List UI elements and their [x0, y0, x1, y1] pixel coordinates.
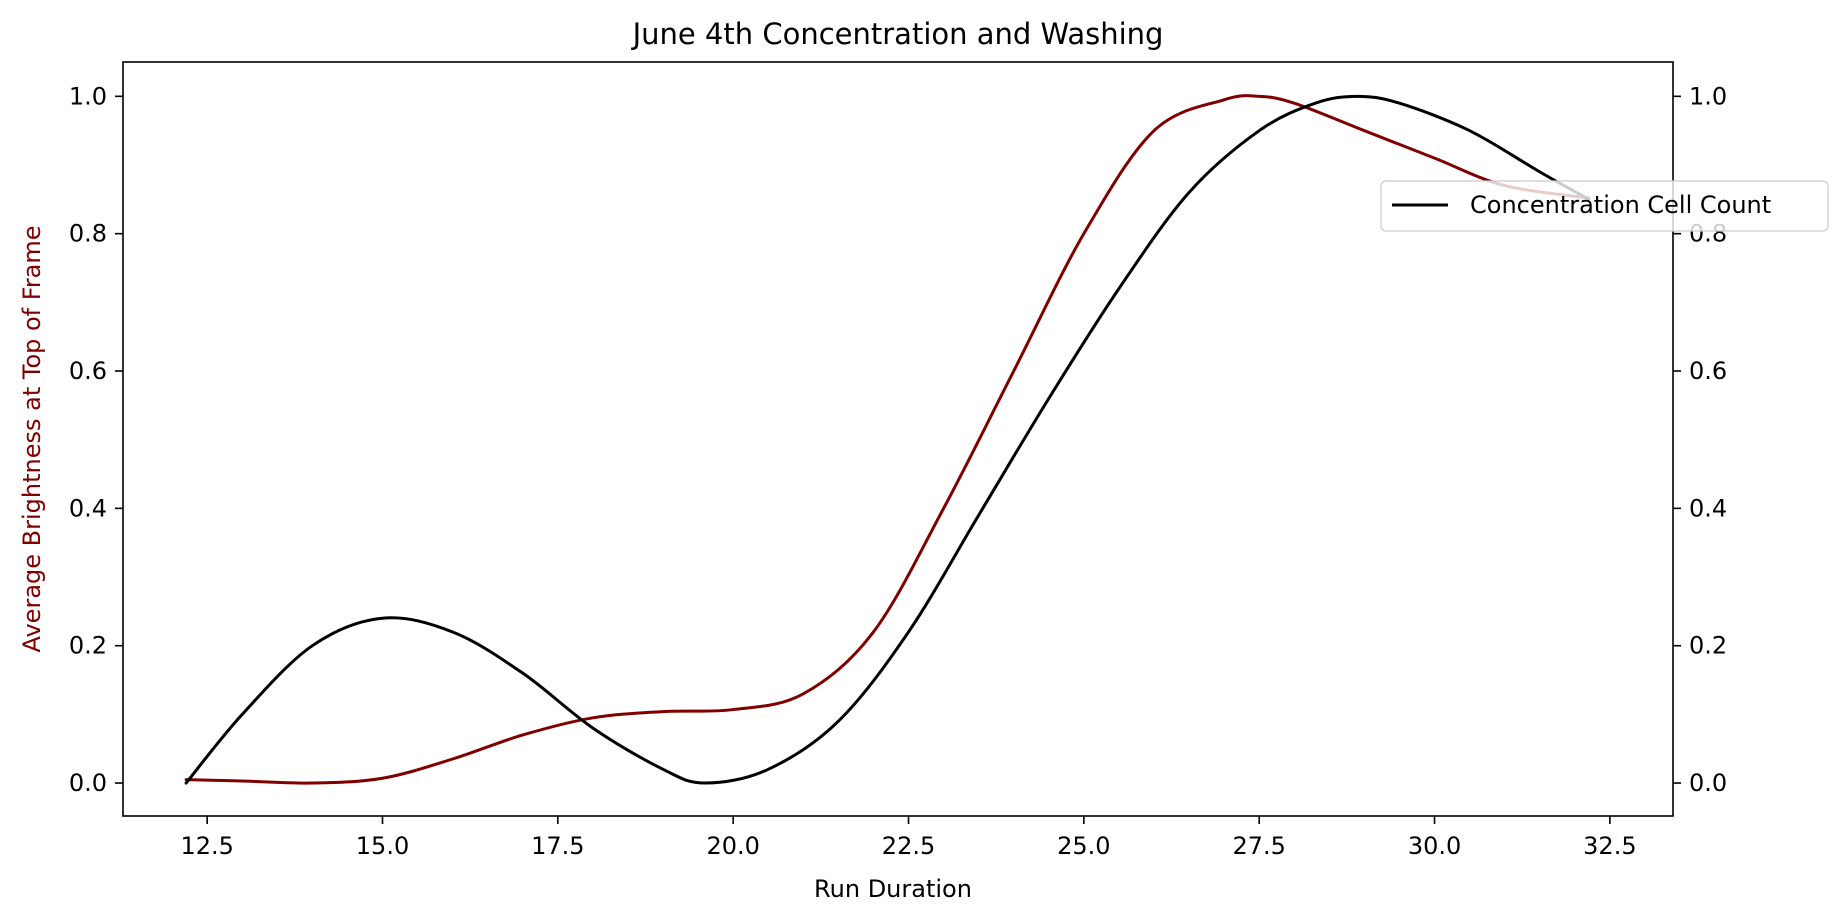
series-line-average-brightness	[184, 94, 1591, 785]
y-left-tick-label: 0.8	[69, 220, 107, 248]
y-right-tick-label: 0.0	[1689, 769, 1727, 797]
y-right-tick-label: 1.0	[1689, 82, 1727, 110]
y-right-tick-label: 0.6	[1689, 357, 1727, 385]
x-tick-label: 25.0	[1057, 832, 1110, 860]
y-left-tick-label: 1.0	[69, 82, 107, 110]
x-tick-label: 17.5	[531, 832, 584, 860]
x-tick-label: 30.0	[1408, 832, 1461, 860]
x-axis-title: Run Duration	[814, 875, 972, 903]
y-right-tick-label: 0.2	[1689, 632, 1727, 660]
y-axis-left: 0.0 0.2 0.4 0.6 0.8 1.0	[69, 82, 123, 797]
y-left-tick-label: 0.2	[69, 632, 107, 660]
legend: Concentration Cell Count	[1380, 180, 1829, 232]
y-left-tick-label: 0.4	[69, 494, 107, 522]
x-tick-label: 12.5	[180, 832, 233, 860]
plot-lines	[184, 94, 1591, 785]
y-left-tick-label: 0.0	[69, 769, 107, 797]
x-tick-label: 22.5	[882, 832, 935, 860]
x-tick-label: 32.5	[1583, 832, 1636, 860]
chart-title: June 4th Concentration and Washing	[631, 17, 1164, 51]
x-tick-label: 15.0	[356, 832, 409, 860]
x-tick-label: 20.0	[706, 832, 759, 860]
y-axis-left-title: Average Brightness at Top of Frame	[18, 225, 46, 652]
plot-frame	[122, 61, 1674, 817]
legend-label-concentration: Concentration Cell Count	[1470, 191, 1771, 219]
y-right-tick-label: 0.4	[1689, 494, 1727, 522]
series-line-concentration-cell-count	[184, 94, 1591, 785]
x-axis: 12.5 15.0 17.5 20.0 22.5 25.0 27.5 30.0 32.5	[180, 816, 1637, 860]
legend-box	[1380, 180, 1829, 232]
y-axis-right: 0.00.20.40.60.81.0	[1673, 82, 1727, 797]
x-tick-label: 27.5	[1232, 832, 1285, 860]
y-left-tick-label: 0.6	[69, 357, 107, 385]
